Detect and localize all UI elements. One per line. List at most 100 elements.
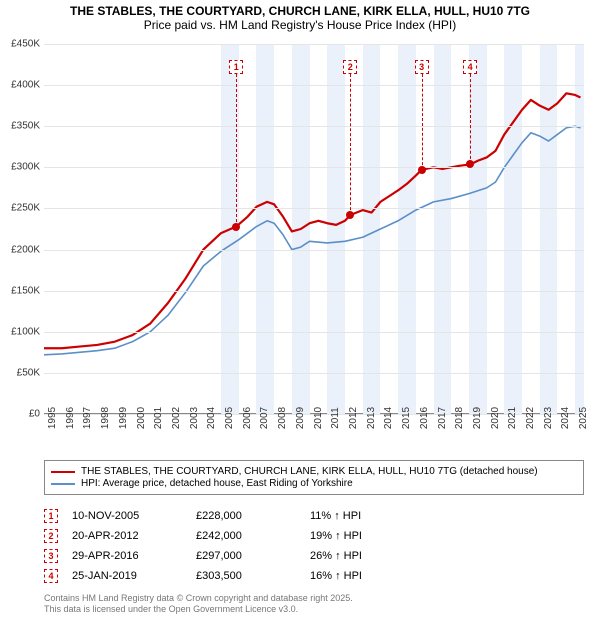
chart-container: THE STABLES, THE COURTYARD, CHURCH LANE,… [0, 0, 600, 620]
x-tick-label: 1995 [47, 407, 58, 429]
sale-marker-line [470, 74, 471, 164]
x-tick-label: 2011 [330, 407, 341, 429]
x-tick-label: 2013 [366, 407, 377, 429]
plot-area: 1 2 3 4 [44, 44, 584, 414]
sale-marker-dot [466, 160, 474, 168]
x-tick-label: 2004 [206, 407, 217, 429]
sales-row-date: 10-NOV-2005 [72, 510, 182, 522]
x-tick-label: 2002 [171, 407, 182, 429]
legend-swatch-property [51, 471, 75, 473]
y-tick-label: £300K [11, 162, 40, 173]
x-tick-label: 2012 [348, 407, 359, 429]
sales-row: 3 29-APR-2016 £297,000 26% ↑ HPI [44, 546, 584, 566]
x-tick-label: 2009 [295, 407, 306, 429]
y-tick-label: £350K [11, 121, 40, 132]
sales-row-delta: 11% ↑ HPI [310, 510, 430, 522]
title-line2: Price paid vs. HM Land Registry's House … [8, 18, 592, 32]
y-gridline [44, 250, 584, 251]
x-axis: 1995199619971998199920002001200220032004… [44, 414, 584, 460]
x-tick-label: 2020 [490, 407, 501, 429]
sales-row: 4 25-JAN-2019 £303,500 16% ↑ HPI [44, 566, 584, 586]
y-tick-label: £0 [29, 409, 40, 420]
sales-row-price: £303,500 [196, 570, 296, 582]
series-line-property [44, 93, 580, 348]
sales-row-date: 20-APR-2012 [72, 530, 182, 542]
sales-row-price: £228,000 [196, 510, 296, 522]
x-tick-label: 2021 [507, 407, 518, 429]
y-tick-label: £200K [11, 244, 40, 255]
y-tick-label: £100K [11, 326, 40, 337]
sales-row-marker: 1 [44, 509, 58, 523]
sales-row-date: 29-APR-2016 [72, 550, 182, 562]
y-tick-label: £400K [11, 80, 40, 91]
footer-line1: Contains HM Land Registry data © Crown c… [44, 593, 584, 605]
sale-marker-box: 4 [463, 60, 477, 74]
title-line1: THE STABLES, THE COURTYARD, CHURCH LANE,… [8, 4, 592, 18]
y-axis: £0£50K£100K£150K£200K£250K£300K£350K£400… [0, 44, 44, 414]
sale-marker-box: 1 [229, 60, 243, 74]
x-tick-label: 2010 [313, 407, 324, 429]
x-tick-label: 1996 [65, 407, 76, 429]
x-tick-label: 2007 [259, 407, 270, 429]
sales-row-price: £242,000 [196, 530, 296, 542]
x-tick-label: 2022 [525, 407, 536, 429]
x-tick-label: 2017 [437, 407, 448, 429]
sales-table: 1 10-NOV-2005 £228,000 11% ↑ HPI 2 20-APR-201… [44, 506, 584, 586]
x-tick-label: 1997 [82, 407, 93, 429]
y-tick-label: £450K [11, 39, 40, 50]
x-tick-label: 1998 [100, 407, 111, 429]
y-tick-label: £250K [11, 203, 40, 214]
sales-row-delta: 19% ↑ HPI [310, 530, 430, 542]
sale-marker-dot [232, 223, 240, 231]
sale-marker-box: 2 [343, 60, 357, 74]
x-tick-label: 2015 [401, 407, 412, 429]
footer: Contains HM Land Registry data © Crown c… [44, 593, 584, 616]
sales-row-delta: 26% ↑ HPI [310, 550, 430, 562]
sale-marker-dot [418, 166, 426, 174]
sales-row: 2 20-APR-2012 £242,000 19% ↑ HPI [44, 526, 584, 546]
x-tick-label: 2018 [454, 407, 465, 429]
sales-row-marker: 3 [44, 549, 58, 563]
x-tick-label: 2008 [277, 407, 288, 429]
y-tick-label: £50K [17, 367, 40, 378]
x-tick-label: 2024 [560, 407, 571, 429]
legend-swatch-hpi [51, 483, 75, 485]
x-tick-label: 2019 [472, 407, 483, 429]
legend-label-property: THE STABLES, THE COURTYARD, CHURCH LANE,… [81, 466, 538, 477]
x-tick-label: 1999 [118, 407, 129, 429]
y-tick-label: £150K [11, 285, 40, 296]
x-tick-label: 2003 [189, 407, 200, 429]
x-tick-label: 2000 [136, 407, 147, 429]
footer-line2: This data is licensed under the Open Gov… [44, 604, 584, 616]
series-line-hpi [44, 126, 580, 355]
y-gridline [44, 167, 584, 168]
y-gridline [44, 208, 584, 209]
sales-row-delta: 16% ↑ HPI [310, 570, 430, 582]
sales-row-price: £297,000 [196, 550, 296, 562]
x-tick-label: 2016 [419, 407, 430, 429]
legend-row-property: THE STABLES, THE COURTYARD, CHURCH LANE,… [51, 466, 577, 477]
sales-row-marker: 2 [44, 529, 58, 543]
y-gridline [44, 291, 584, 292]
legend-row-hpi: HPI: Average price, detached house, East… [51, 478, 577, 489]
sales-row: 1 10-NOV-2005 £228,000 11% ↑ HPI [44, 506, 584, 526]
y-gridline [44, 44, 584, 45]
legend: THE STABLES, THE COURTYARD, CHURCH LANE,… [44, 460, 584, 495]
sales-row-date: 25-JAN-2019 [72, 570, 182, 582]
y-gridline [44, 332, 584, 333]
x-tick-label: 2014 [383, 407, 394, 429]
x-tick-label: 2006 [242, 407, 253, 429]
sale-marker-line [350, 74, 351, 215]
y-gridline [44, 85, 584, 86]
sales-row-marker: 4 [44, 569, 58, 583]
x-tick-label: 2023 [543, 407, 554, 429]
x-tick-label: 2025 [578, 407, 589, 429]
legend-label-hpi: HPI: Average price, detached house, East… [81, 478, 353, 489]
sale-marker-line [236, 74, 237, 227]
sale-marker-dot [346, 211, 354, 219]
series-svg [44, 44, 584, 414]
sale-marker-line [422, 74, 423, 170]
y-gridline [44, 126, 584, 127]
y-gridline [44, 373, 584, 374]
sale-marker-box: 3 [415, 60, 429, 74]
